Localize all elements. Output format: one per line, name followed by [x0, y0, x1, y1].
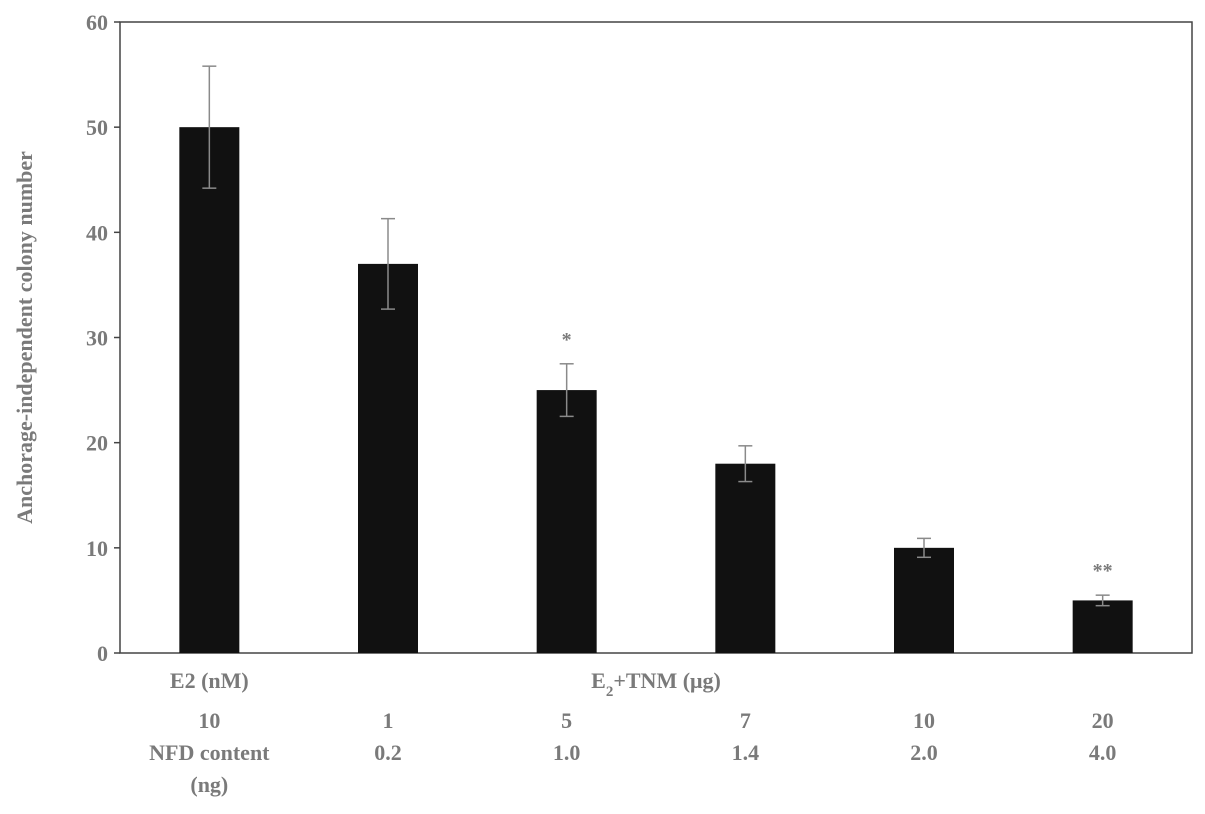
y-tick-label: 20: [86, 431, 108, 456]
chart-error-bars: ***: [202, 65, 1113, 607]
dose-label: 20: [1092, 708, 1114, 733]
nfd-content-value: 4.0: [1089, 740, 1117, 765]
y-tick-label: 40: [86, 220, 108, 245]
plot-frame: [119, 21, 1193, 654]
y-axis-label: Anchorage-independent colony number: [12, 151, 37, 524]
group-label-e2: E2 (nM): [170, 668, 249, 693]
bar: [358, 263, 418, 653]
nfd-content-value: 1.4: [732, 740, 760, 765]
nfd-content-unit: (ng): [190, 772, 228, 797]
nfd-content-value: 1.0: [553, 740, 581, 765]
y-tick-label: 30: [86, 326, 108, 351]
dose-label: 1: [383, 708, 394, 733]
dose-label: 5: [561, 708, 572, 733]
bar: [894, 547, 954, 653]
significance-marker: **: [1093, 560, 1113, 582]
chart-axes: [119, 21, 1193, 654]
group-label-e2-tnm: E2+TNM (μg): [591, 668, 721, 700]
significance-marker: *: [562, 329, 572, 351]
dose-label: 10: [913, 708, 935, 733]
nfd-content-label: NFD content: [149, 740, 270, 765]
y-tick-label: 0: [97, 641, 108, 666]
chart-x-labels: 10 1 0.2 5 1.0 7 1.4 10 2.0 20 4.0 E2 (nM) E2+TNM (μ…: [149, 668, 1116, 797]
chart-bars: [179, 127, 1133, 653]
bar: [536, 390, 597, 653]
nfd-content-value: 2.0: [910, 740, 938, 765]
chart-y-ticks: 0 10 20 30 40 50 60: [86, 10, 120, 666]
bar: [1072, 600, 1133, 653]
dose-label: 7: [740, 708, 751, 733]
y-tick-label: 10: [86, 536, 108, 561]
y-tick-label: 50: [86, 115, 108, 140]
dose-label: 10: [198, 708, 220, 733]
nfd-content-value: 0.2: [374, 740, 402, 765]
bar: [179, 127, 240, 653]
y-tick-label: 60: [86, 10, 108, 35]
bar: [715, 463, 776, 653]
